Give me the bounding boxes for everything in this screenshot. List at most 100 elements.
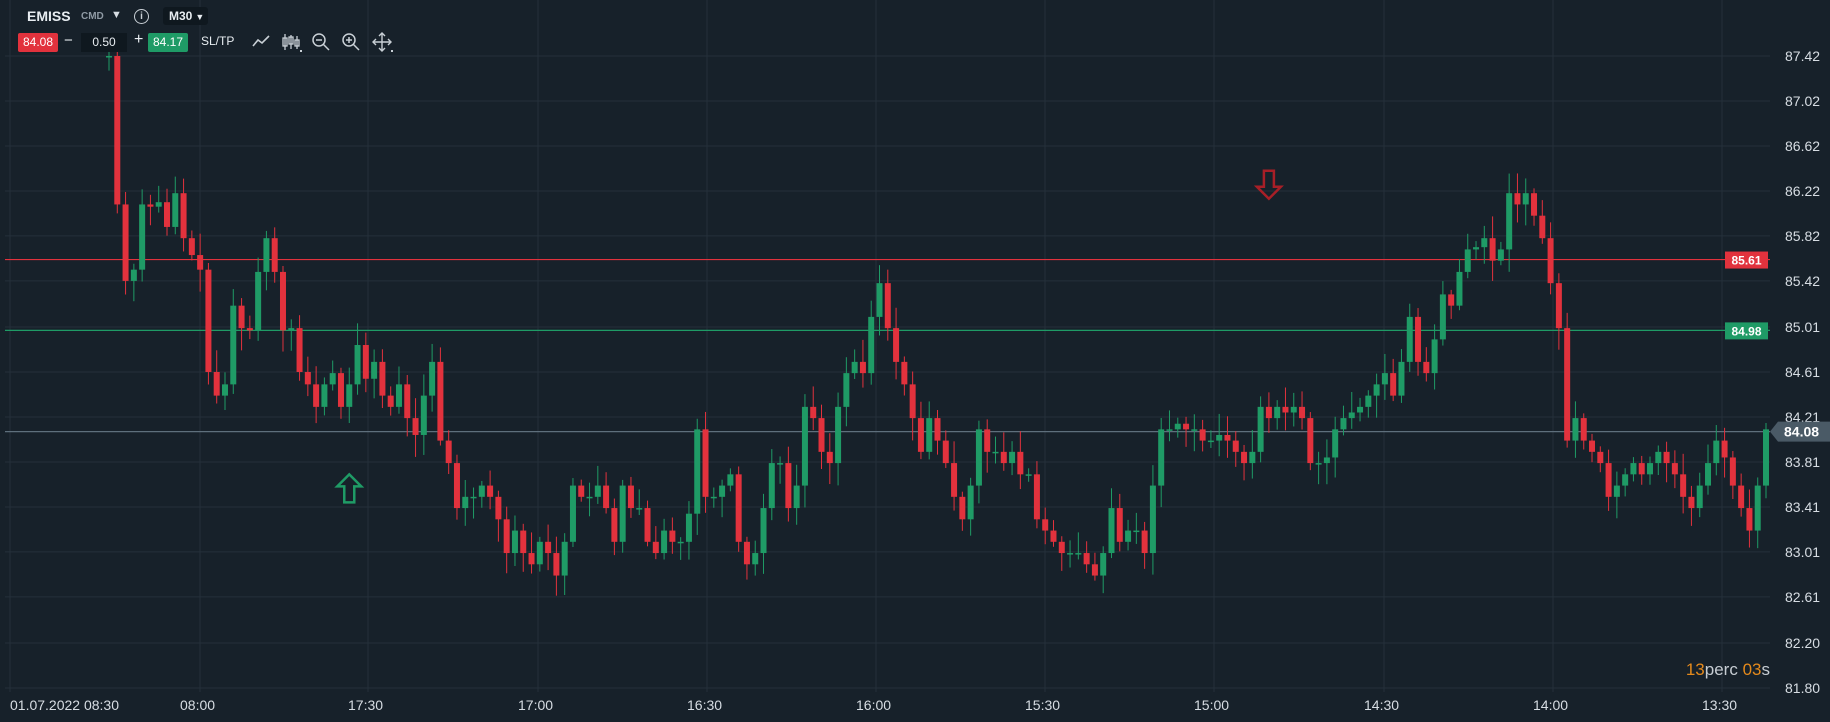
move-icon[interactable]: [371, 31, 393, 53]
candle-body: [1108, 508, 1115, 554]
candle-body: [859, 361, 866, 374]
candle-body: [752, 553, 759, 565]
candle-body: [1357, 406, 1364, 413]
candle-body: [884, 283, 891, 329]
candle-body: [569, 485, 576, 542]
candle: [1282, 387, 1289, 431]
candle-body: [288, 328, 295, 331]
current-price-tag: [1770, 421, 1830, 442]
sell-price-button[interactable]: 84.08: [18, 33, 59, 52]
candle-body: [1075, 553, 1082, 555]
candle: [172, 176, 179, 235]
candle-body: [669, 530, 676, 542]
candle-body: [1290, 406, 1297, 413]
candle: [536, 536, 543, 572]
candle-body: [205, 269, 212, 372]
buy-price-button[interactable]: 84.17: [148, 33, 189, 52]
timeframe-select[interactable]: M30 ▼: [163, 7, 208, 25]
candle-body: [1481, 238, 1488, 248]
candle-body: [279, 271, 286, 331]
info-icon[interactable]: i: [134, 9, 149, 24]
symbol-name[interactable]: EMISS: [27, 8, 71, 24]
candle: [735, 466, 742, 552]
candle: [777, 456, 784, 484]
zoom-in-icon[interactable]: [340, 31, 362, 53]
candle: [1058, 536, 1065, 571]
candle: [942, 430, 949, 468]
candle-body: [619, 485, 626, 542]
candle-body: [652, 541, 659, 554]
candlestick-icon[interactable]: [280, 31, 302, 53]
candle: [246, 315, 253, 340]
candle: [1754, 477, 1761, 549]
candle: [1605, 449, 1612, 511]
y-tick-label: 82.61: [1785, 589, 1820, 605]
candle-body: [213, 372, 220, 396]
candle-body: [801, 406, 808, 486]
candle-body: [1025, 474, 1032, 476]
candle: [578, 479, 585, 502]
candle: [337, 367, 344, 419]
candle: [263, 230, 270, 291]
candle: [221, 372, 228, 411]
candle-body: [611, 508, 618, 542]
candle-body: [934, 418, 941, 441]
candle: [1547, 222, 1554, 295]
candle: [1216, 413, 1223, 457]
candle: [1464, 233, 1471, 279]
candle-body: [1083, 553, 1090, 565]
candle-body: [230, 305, 237, 385]
candle-body: [1622, 474, 1629, 486]
candle: [785, 446, 792, 522]
candle: [1149, 465, 1156, 575]
y-tick-label: 81.80: [1785, 680, 1820, 696]
y-tick-label: 86.22: [1785, 183, 1820, 199]
candle-body: [462, 496, 469, 509]
candle-body: [180, 193, 187, 239]
candle-body: [172, 193, 179, 227]
symbol-dropdown-icon[interactable]: ▼: [111, 9, 122, 21]
candle-body: [395, 384, 402, 407]
candle: [1406, 303, 1413, 372]
candle: [1191, 414, 1198, 452]
candle: [1647, 456, 1654, 485]
line-chart-icon[interactable]: [250, 31, 272, 53]
y-tick-label: 84.21: [1785, 409, 1820, 425]
decrease-lot-button[interactable]: −: [64, 32, 73, 49]
x-tick-label: 17:30: [348, 697, 383, 713]
candle-body: [578, 485, 585, 497]
candle-body: [826, 451, 833, 464]
lot-size-input[interactable]: 0.50: [81, 33, 127, 52]
increase-lot-button[interactable]: +: [134, 31, 144, 48]
candle: [139, 189, 146, 282]
candle: [1091, 552, 1098, 581]
x-tick-label: 17:00: [518, 697, 553, 713]
sltp-button[interactable]: SL/TP: [201, 34, 235, 48]
candle-body: [1183, 423, 1190, 430]
candle-body: [321, 384, 328, 407]
candle: [279, 265, 286, 352]
candle-body: [1257, 406, 1264, 452]
candle: [1108, 488, 1115, 559]
candle: [429, 343, 436, 412]
candle: [163, 188, 170, 236]
candle: [992, 436, 999, 464]
candle-body: [163, 202, 170, 227]
price-level-label: 84.98: [1731, 324, 1761, 338]
candle: [1539, 200, 1546, 244]
candle-body: [967, 485, 974, 520]
zoom-out-icon[interactable]: [310, 31, 332, 53]
y-axis: 87.42 87.02 86.62 86.22 85.82 85.42 85.01 84.61…: [1770, 48, 1830, 696]
candle-body: [984, 429, 991, 452]
candle-body: [743, 541, 750, 565]
candle: [1448, 289, 1455, 319]
candle-body: [942, 440, 949, 464]
candle: [1713, 425, 1720, 476]
candle-body: [1125, 530, 1132, 542]
candle: [1705, 444, 1712, 495]
candle: [835, 392, 842, 486]
candle-body: [893, 328, 900, 362]
candle-body: [843, 373, 850, 407]
candle: [1680, 453, 1687, 514]
